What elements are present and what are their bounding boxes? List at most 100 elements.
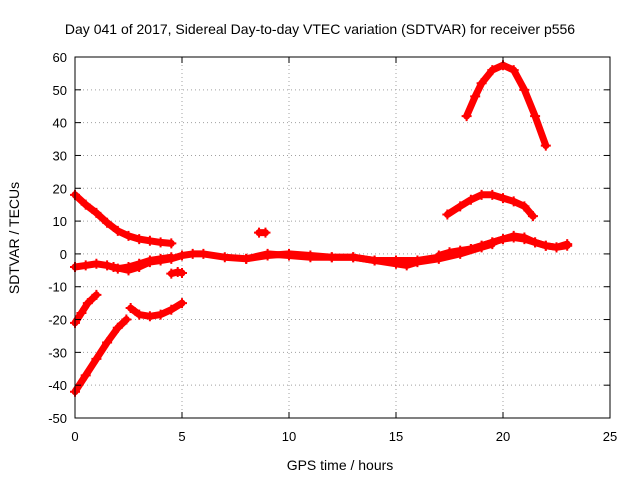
data-point-marker xyxy=(487,237,498,248)
data-point-marker xyxy=(76,307,87,318)
x-tick-label: 10 xyxy=(282,429,296,444)
data-point-marker xyxy=(369,255,380,266)
chart-title: Day 041 of 2017, Sidereal Day-to-day VTE… xyxy=(65,21,575,37)
data-point-marker xyxy=(326,252,337,263)
y-tick-label: -40 xyxy=(48,378,67,393)
data-point-marker xyxy=(80,199,91,210)
data-point-marker xyxy=(508,230,519,241)
data-point-marker xyxy=(508,196,519,207)
series-trace xyxy=(71,316,130,396)
series-trace xyxy=(127,299,186,320)
data-point-marker xyxy=(551,242,562,253)
data-point-marker xyxy=(284,250,294,261)
data-point-marker xyxy=(177,250,187,261)
data-point-marker xyxy=(433,250,444,261)
data-point-marker xyxy=(134,262,145,273)
data-point-marker xyxy=(144,311,155,322)
y-tick-label: 10 xyxy=(53,214,67,229)
data-point-marker xyxy=(91,353,102,364)
data-point-marker xyxy=(166,268,177,279)
data-point-marker xyxy=(198,248,209,259)
data-point-marker xyxy=(305,252,316,263)
x-axis-label: GPS time / hours xyxy=(287,457,394,473)
series-trace xyxy=(463,61,550,150)
data-point-marker xyxy=(219,252,230,263)
series-arc-j xyxy=(433,230,573,261)
series-arc-d xyxy=(70,314,132,397)
y-tick-label: 0 xyxy=(60,247,67,262)
data-point-marker xyxy=(498,234,508,245)
data-point-marker xyxy=(461,111,472,122)
x-tick-label: 15 xyxy=(389,429,403,444)
data-point-marker xyxy=(177,267,187,278)
data-point-marker xyxy=(476,78,487,89)
data-point-marker xyxy=(498,193,508,204)
data-point-marker xyxy=(123,265,134,276)
data-point-marker xyxy=(470,91,481,102)
y-tick-label: 30 xyxy=(53,148,67,163)
data-point-marker xyxy=(465,243,476,254)
y-tick-label: -50 xyxy=(48,411,67,426)
data-point-marker xyxy=(455,245,466,256)
data-point-marker xyxy=(112,322,123,333)
data-point-marker xyxy=(108,262,119,273)
y-tick-label: 60 xyxy=(53,50,67,65)
y-axis-label: SDTVAR / TECUs xyxy=(6,182,22,294)
data-point-marker xyxy=(527,211,538,222)
data-point-marker xyxy=(123,230,134,241)
data-point-marker xyxy=(91,289,102,300)
data-point-marker xyxy=(487,189,498,200)
series-arc-a xyxy=(70,189,177,249)
series-arc-g xyxy=(166,266,187,279)
series-trace xyxy=(71,291,100,327)
series-trace xyxy=(71,191,175,247)
data-point-marker xyxy=(155,237,166,248)
data-layer xyxy=(70,60,573,397)
data-point-marker xyxy=(348,252,359,263)
data-point-marker xyxy=(166,304,177,315)
data-point-marker xyxy=(530,237,541,248)
x-tick-label: 0 xyxy=(71,429,78,444)
data-point-marker xyxy=(262,248,273,259)
data-point-marker xyxy=(166,253,177,264)
data-point-marker xyxy=(121,314,132,325)
data-point-marker xyxy=(80,370,91,381)
y-tick-label: 40 xyxy=(53,116,67,131)
data-point-marker xyxy=(241,253,252,264)
y-tick-label: 20 xyxy=(53,181,67,196)
data-point-marker xyxy=(155,255,166,266)
data-point-marker xyxy=(540,140,551,151)
y-tick-label: -30 xyxy=(48,345,67,360)
data-point-marker xyxy=(519,232,530,243)
series-arc-l xyxy=(461,60,551,151)
data-point-marker xyxy=(166,238,177,249)
y-tick-label: 50 xyxy=(53,83,67,98)
series-arc-k xyxy=(442,189,538,222)
x-tick-label: 20 xyxy=(496,429,510,444)
data-point-marker xyxy=(562,239,573,250)
data-point-marker xyxy=(112,225,123,236)
tick-layer: 0 5 10 15 20 25 -50 -40 -30 -20 -10 0 10 20 30 40 50 60 xyxy=(48,50,617,444)
data-point-marker xyxy=(82,298,93,309)
x-tick-label: 25 xyxy=(603,429,617,444)
data-point-marker xyxy=(476,189,487,200)
data-point-marker xyxy=(155,309,166,320)
data-point-marker xyxy=(144,235,155,246)
series-arc-e xyxy=(125,298,187,322)
y-tick-label: -10 xyxy=(48,280,67,295)
data-point-marker xyxy=(91,207,102,218)
data-point-marker xyxy=(442,209,453,220)
data-point-marker xyxy=(465,194,476,205)
data-point-marker xyxy=(540,240,551,251)
series-arc-h xyxy=(254,227,271,238)
data-point-marker xyxy=(519,201,530,212)
data-point-marker xyxy=(134,309,145,320)
y-tick-label: -20 xyxy=(48,313,67,328)
data-point-marker xyxy=(519,84,530,95)
data-point-marker xyxy=(444,247,455,258)
series-trace xyxy=(242,234,571,264)
data-point-marker xyxy=(102,217,113,228)
data-point-marker xyxy=(412,255,423,266)
data-point-marker xyxy=(530,111,541,122)
